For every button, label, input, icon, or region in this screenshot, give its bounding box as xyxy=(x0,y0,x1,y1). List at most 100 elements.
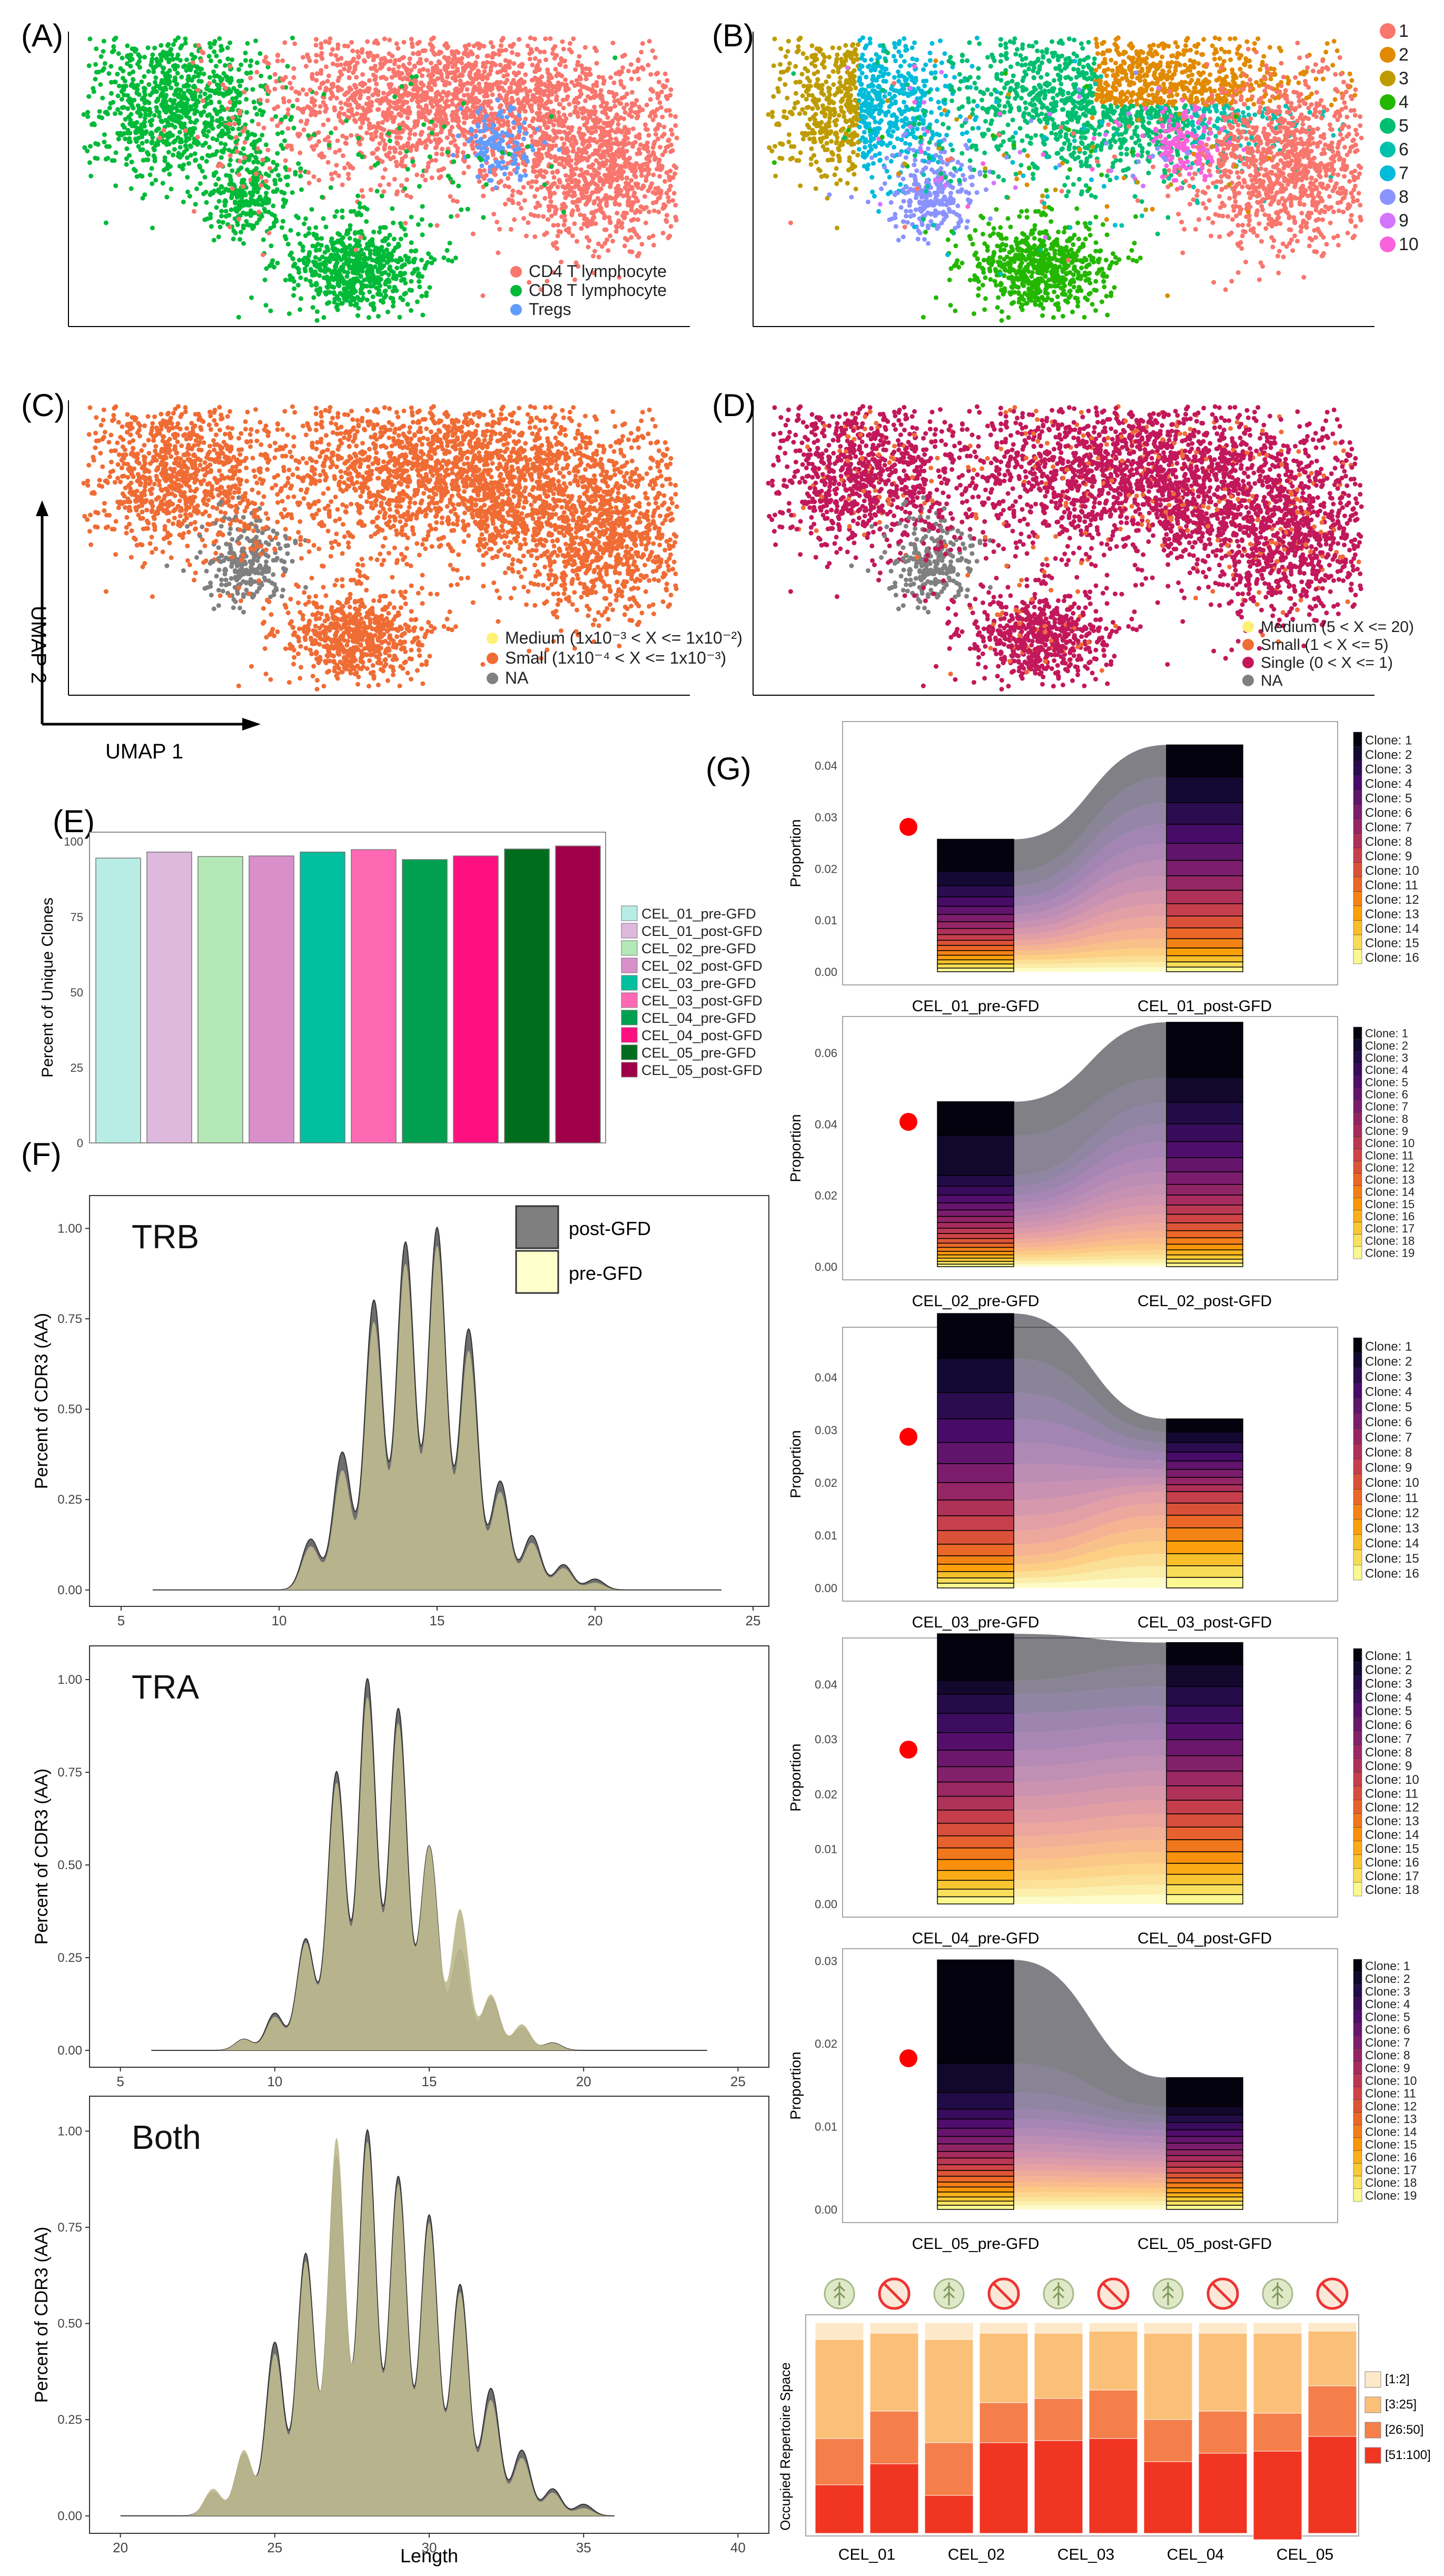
umap-point xyxy=(206,129,211,134)
umap-point xyxy=(645,162,650,166)
umap-point xyxy=(518,174,523,179)
umap-point xyxy=(433,157,438,163)
umap-point xyxy=(282,40,288,45)
umap-point xyxy=(530,139,535,143)
umap-point xyxy=(556,117,561,122)
umap-point xyxy=(219,155,224,160)
umap-point xyxy=(327,268,332,273)
umap-point xyxy=(420,312,426,318)
umap-point xyxy=(167,68,172,73)
umap-point xyxy=(340,182,345,187)
umap-point xyxy=(355,60,360,65)
umap-point xyxy=(118,66,123,71)
umap-point xyxy=(528,35,533,41)
umap-point xyxy=(530,62,535,67)
umap-point xyxy=(573,105,578,110)
umap-point xyxy=(431,80,436,85)
umap-point xyxy=(311,295,317,300)
umap-point xyxy=(499,114,505,119)
umap-point xyxy=(639,242,645,247)
umap-point xyxy=(562,218,568,223)
umap-point xyxy=(214,205,219,210)
umap-point xyxy=(493,131,499,135)
umap-point xyxy=(272,72,278,77)
umap-point xyxy=(499,109,504,114)
umap-point xyxy=(656,210,661,214)
umap-point xyxy=(490,92,495,97)
umap-point xyxy=(611,94,617,99)
umap-point xyxy=(152,113,157,118)
umap-point xyxy=(552,211,558,216)
umap-point xyxy=(895,136,900,141)
umap-point xyxy=(510,188,516,193)
umap-point xyxy=(574,199,579,204)
umap-point xyxy=(207,41,212,46)
umap-point xyxy=(223,209,229,214)
umap-point xyxy=(440,146,445,152)
umap-point xyxy=(564,146,569,151)
umap-point xyxy=(337,147,342,153)
umap-point xyxy=(245,41,250,46)
umap-point xyxy=(613,130,618,135)
umap-point xyxy=(230,106,235,111)
umap-point xyxy=(522,120,527,125)
umap-point xyxy=(410,74,414,80)
umap-point xyxy=(326,73,331,78)
umap-point xyxy=(636,76,641,82)
umap-point xyxy=(651,172,656,177)
umap-point xyxy=(409,240,414,245)
umap-point xyxy=(621,210,627,215)
umap-point xyxy=(342,165,347,171)
umap-point xyxy=(651,243,656,248)
umap-point xyxy=(177,130,182,135)
umap-point xyxy=(355,105,360,110)
umap-point xyxy=(461,101,466,106)
umap-point xyxy=(160,181,165,186)
umap-point xyxy=(182,121,187,126)
umap-point xyxy=(279,225,284,230)
umap-point xyxy=(355,294,360,300)
umap-point xyxy=(154,105,159,110)
umap-point xyxy=(153,80,158,85)
umap-point xyxy=(183,139,189,144)
umap-point xyxy=(381,189,387,194)
umap-point xyxy=(373,130,378,135)
umap-point xyxy=(400,55,405,61)
umap-point xyxy=(288,81,293,86)
umap-point xyxy=(853,186,858,192)
umap-point xyxy=(421,122,427,127)
umap-point xyxy=(302,221,306,226)
umap-point xyxy=(548,192,553,198)
umap-point xyxy=(572,221,577,226)
umap-point xyxy=(944,133,950,138)
umap-point xyxy=(386,112,391,117)
umap-point xyxy=(197,165,203,170)
umap-point xyxy=(181,64,186,70)
umap-point xyxy=(172,147,177,152)
umap-point xyxy=(621,85,627,90)
umap-point xyxy=(225,45,230,51)
umap-point xyxy=(280,130,285,135)
umap-point xyxy=(429,131,434,135)
umap-point xyxy=(293,170,298,175)
umap-point xyxy=(383,225,388,230)
umap-point xyxy=(578,88,583,93)
umap-point xyxy=(274,187,280,192)
umap-point xyxy=(939,112,944,117)
umap-point xyxy=(356,135,361,141)
umap-point xyxy=(364,219,369,224)
umap-point xyxy=(634,115,639,121)
umap-point xyxy=(352,270,357,275)
umap-point xyxy=(203,190,209,195)
umap-point xyxy=(471,65,477,70)
umap-point xyxy=(125,127,131,133)
umap-point xyxy=(226,213,232,218)
umap-point xyxy=(344,274,350,279)
umap-point xyxy=(419,258,424,263)
umap-point xyxy=(563,77,568,82)
umap-point xyxy=(449,49,454,54)
umap-point xyxy=(612,104,618,108)
umap-point xyxy=(100,95,105,101)
umap-point xyxy=(511,61,517,66)
umap-point xyxy=(629,204,634,210)
